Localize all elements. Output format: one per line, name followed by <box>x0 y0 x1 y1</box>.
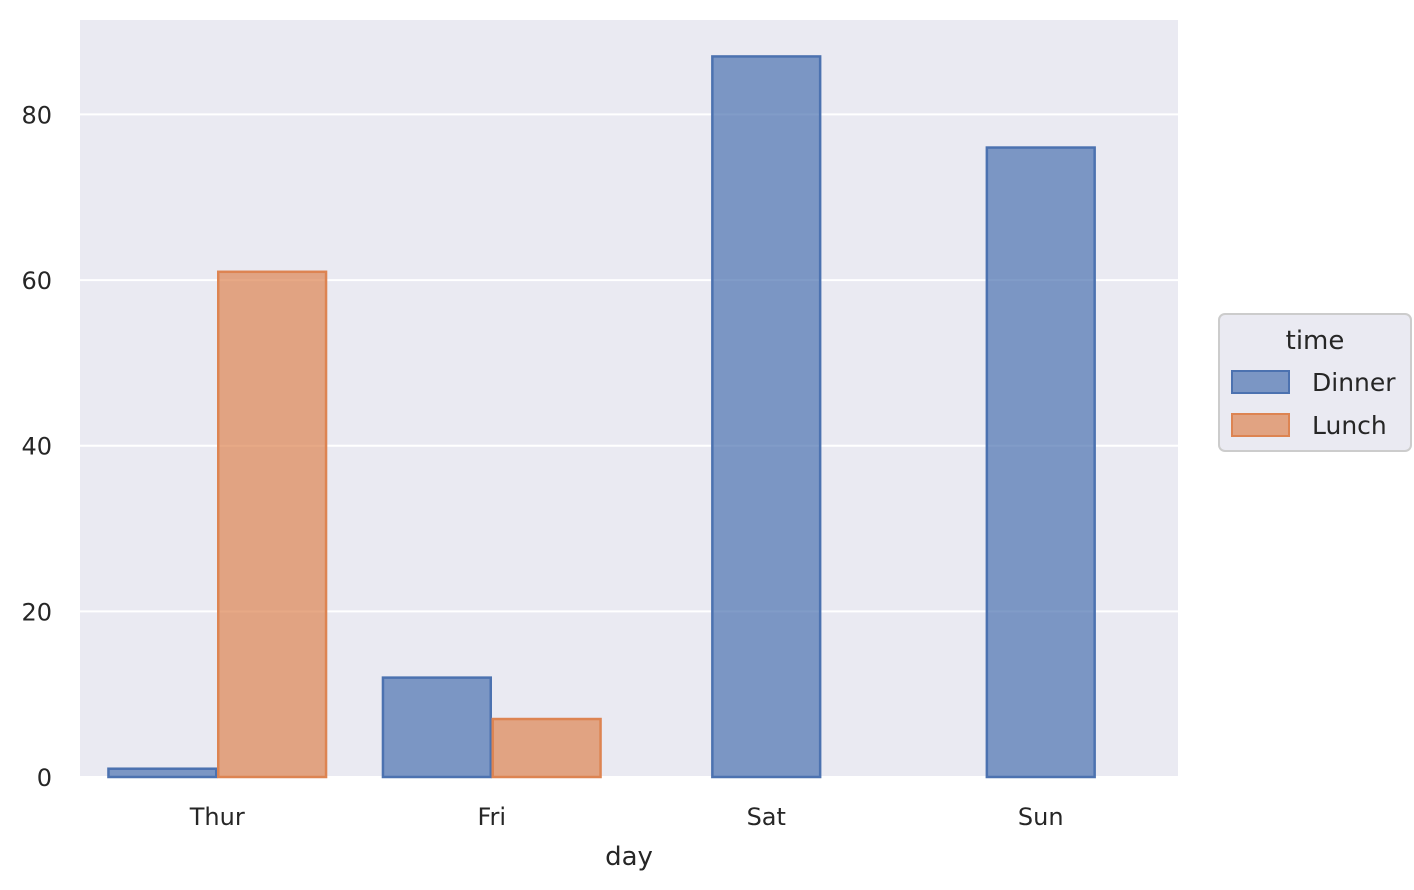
legend-swatch-dinner <box>1231 370 1290 394</box>
legend-items: Dinner Lunch <box>1231 368 1396 440</box>
y-tick-label: 60 <box>21 267 52 295</box>
bar-lunch-thur <box>217 270 328 779</box>
bar-dinner-sun <box>985 146 1096 779</box>
legend-label-lunch: Lunch <box>1312 411 1387 440</box>
y-tick-label: 80 <box>21 101 52 129</box>
bar-dinner-thur <box>107 767 218 779</box>
x-tick-label: Fri <box>477 803 506 831</box>
legend-swatch-lunch <box>1231 413 1290 437</box>
y-tick-labels: 0 20 40 60 80 <box>21 101 52 792</box>
y-tick-label: 40 <box>21 433 52 461</box>
bar-lunch-fri <box>491 717 602 779</box>
bars <box>107 55 1096 779</box>
bar-dinner-sat <box>711 55 822 779</box>
legend: time Dinner Lunch <box>1218 313 1412 452</box>
bar-dinner-fri <box>381 676 493 779</box>
x-tick-label: Thur <box>189 803 245 831</box>
x-tick-labels: Thur Fri Sat Sun <box>189 803 1064 831</box>
legend-title: time <box>1286 326 1345 356</box>
y-tick-label: 20 <box>21 598 52 626</box>
legend-label-dinner: Dinner <box>1312 368 1396 397</box>
x-tick-label: Sun <box>1018 803 1064 831</box>
y-tick-label: 0 <box>37 764 52 792</box>
x-axis-label: day <box>605 842 653 872</box>
x-tick-label: Sat <box>747 803 786 831</box>
